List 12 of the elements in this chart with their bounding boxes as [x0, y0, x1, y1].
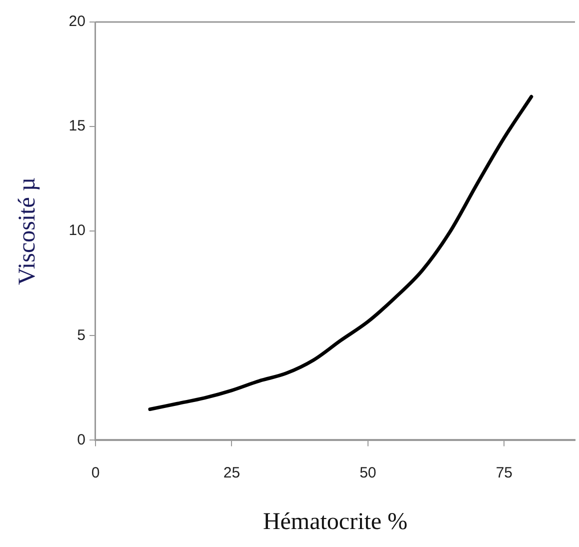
- x-tick-label: 50: [360, 464, 376, 482]
- x-tick-label: 0: [91, 464, 100, 482]
- y-axis-title: Viscosité µ: [14, 177, 41, 285]
- x-tick-label: 75: [496, 464, 513, 482]
- y-tick-label: 0: [77, 431, 86, 448]
- y-tick-label: 10: [68, 222, 86, 240]
- x-tick-label: 25: [223, 464, 240, 482]
- line-series: [148, 94, 534, 412]
- y-tick-label: 5: [77, 326, 86, 344]
- y-tick-label: 20: [68, 13, 86, 30]
- y-tick-label: 15: [68, 118, 86, 135]
- x-axis-title: Hématocrite %: [262, 508, 408, 535]
